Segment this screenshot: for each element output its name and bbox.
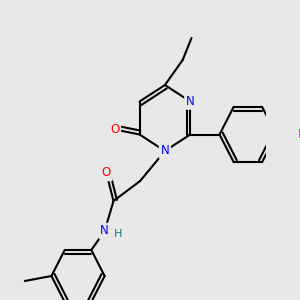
Text: H: H [114, 229, 122, 239]
Text: F: F [298, 128, 300, 141]
Text: O: O [102, 167, 111, 179]
Text: N: N [186, 95, 195, 108]
Text: N: N [160, 145, 169, 158]
Text: O: O [110, 123, 119, 136]
Text: N: N [100, 224, 109, 238]
